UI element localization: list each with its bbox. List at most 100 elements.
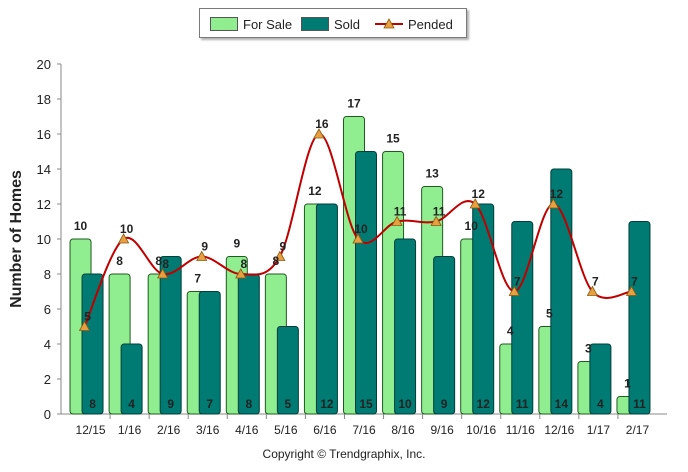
label-sold: 12 bbox=[320, 397, 334, 411]
label-for-sale: 5 bbox=[546, 307, 553, 321]
label-for-sale: 4 bbox=[507, 324, 514, 338]
bar-sold bbox=[355, 151, 377, 415]
y-tick-label: 8 bbox=[44, 267, 51, 282]
x-tick-label: 9/16 bbox=[430, 423, 454, 437]
label-pended: 8 bbox=[240, 257, 247, 271]
legend: For Sale Sold Pended bbox=[199, 8, 467, 38]
bar-sold bbox=[120, 343, 143, 415]
x-tick-label: 1/17 bbox=[587, 423, 611, 437]
label-sold: 9 bbox=[441, 397, 448, 411]
label-for-sale: 17 bbox=[347, 97, 361, 111]
label-pended: 9 bbox=[201, 240, 208, 254]
y-tick-label: 18 bbox=[37, 92, 51, 107]
label-for-sale: 9 bbox=[233, 237, 240, 251]
pended-point bbox=[156, 268, 169, 279]
y-tick-label: 16 bbox=[37, 127, 51, 142]
label-for-sale: 8 bbox=[273, 254, 280, 268]
legend-label-for-sale: For Sale bbox=[243, 16, 293, 32]
copyright-text: Copyright © Trendgraphix, Inc. bbox=[262, 447, 426, 461]
bar-sold bbox=[550, 168, 573, 415]
legend-item-for-sale: For Sale bbox=[210, 15, 292, 33]
legend-label-sold: Sold bbox=[334, 16, 361, 32]
label-pended: 7 bbox=[514, 275, 521, 289]
label-sold: 10 bbox=[398, 397, 412, 411]
label-pended: 11 bbox=[433, 205, 446, 219]
label-pended: 12 bbox=[550, 187, 564, 201]
label-pended: 10 bbox=[120, 222, 134, 236]
legend-swatch-sold bbox=[301, 17, 329, 31]
pended-point bbox=[586, 285, 599, 296]
y-tick-label: 12 bbox=[37, 197, 51, 212]
label-pended: 7 bbox=[592, 275, 599, 289]
label-pended: 9 bbox=[280, 240, 287, 254]
pended-point bbox=[235, 268, 247, 279]
label-sold: 15 bbox=[359, 397, 373, 411]
label-for-sale: 1 bbox=[624, 377, 631, 391]
y-tick-label: 10 bbox=[37, 232, 51, 247]
bar-sold bbox=[433, 256, 456, 415]
pended-point bbox=[117, 233, 130, 244]
bar-sold bbox=[198, 291, 221, 415]
y-tick-label: 2 bbox=[44, 372, 51, 387]
label-for-sale: 8 bbox=[155, 254, 162, 268]
pended-point bbox=[469, 198, 481, 209]
x-tick-label: 10/16 bbox=[466, 423, 496, 437]
label-pended: 10 bbox=[354, 222, 368, 236]
bar-sold bbox=[315, 203, 338, 415]
pended-point bbox=[391, 215, 403, 226]
label-pended: 11 bbox=[394, 205, 407, 219]
pended-point bbox=[508, 285, 520, 296]
label-sold: 4 bbox=[128, 397, 135, 411]
label-for-sale: 3 bbox=[585, 342, 592, 356]
label-pended: 8 bbox=[162, 257, 169, 271]
y-axis-title: Number of Homes bbox=[8, 170, 25, 308]
label-pended: 16 bbox=[315, 117, 329, 131]
label-pended: 12 bbox=[472, 187, 486, 201]
y-tick-label: 4 bbox=[44, 337, 51, 352]
y-tick-label: 14 bbox=[37, 162, 51, 177]
x-tick-label: 6/16 bbox=[313, 423, 337, 437]
pended-point bbox=[625, 285, 638, 296]
label-for-sale: 15 bbox=[386, 132, 400, 146]
bar-sold bbox=[237, 273, 260, 415]
label-for-sale: 10 bbox=[465, 219, 479, 233]
label-for-sale: 10 bbox=[74, 219, 88, 233]
bar-sold bbox=[589, 343, 612, 415]
pended-point bbox=[78, 320, 91, 331]
y-tick-label: 6 bbox=[44, 302, 51, 317]
label-sold: 12 bbox=[477, 397, 491, 411]
label-sold: 11 bbox=[633, 397, 646, 411]
label-for-sale: 12 bbox=[308, 184, 322, 198]
label-sold: 11 bbox=[516, 397, 529, 411]
pended-point bbox=[313, 128, 325, 139]
x-tick-label: 4/16 bbox=[235, 423, 259, 437]
legend-item-pended: Pended bbox=[375, 15, 453, 33]
x-tick-label: 1/16 bbox=[118, 423, 142, 437]
legend-swatch-for-sale bbox=[210, 17, 238, 31]
label-for-sale: 7 bbox=[194, 272, 201, 286]
label-pended: 7 bbox=[631, 275, 638, 289]
pended-point bbox=[430, 215, 442, 226]
x-tick-label: 8/16 bbox=[391, 423, 415, 437]
chart-pended-line bbox=[78, 128, 638, 331]
label-for-sale: 13 bbox=[425, 167, 439, 181]
pended-point bbox=[274, 250, 286, 261]
x-tick-label: 11/16 bbox=[506, 423, 535, 437]
label-sold: 4 bbox=[597, 397, 604, 411]
y-tick-label: 0 bbox=[44, 407, 51, 422]
chart-bars bbox=[69, 116, 651, 415]
x-tick-label: 12/16 bbox=[544, 423, 574, 437]
x-tick-label: 2/17 bbox=[626, 423, 650, 437]
bar-sold bbox=[472, 203, 495, 415]
bar-sold bbox=[159, 256, 182, 415]
label-sold: 8 bbox=[245, 397, 252, 411]
label-pended: 5 bbox=[84, 310, 91, 324]
bar-sold bbox=[628, 221, 651, 415]
y-tick-label: 20 bbox=[37, 57, 51, 72]
bar-sold bbox=[394, 238, 417, 415]
label-for-sale: 8 bbox=[116, 254, 123, 268]
label-sold: 14 bbox=[555, 397, 569, 411]
legend-label-pended: Pended bbox=[408, 16, 453, 32]
x-tick-label: 2/16 bbox=[157, 423, 181, 437]
